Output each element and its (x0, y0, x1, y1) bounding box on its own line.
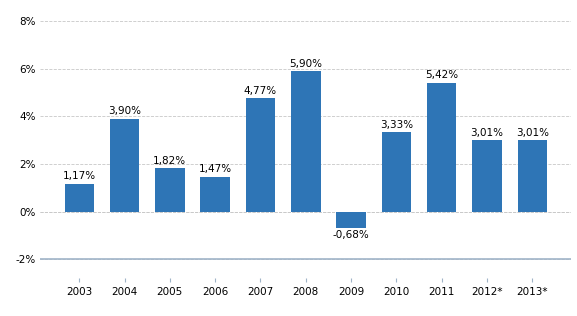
Bar (382, 132, 411, 211)
Bar (110, 119, 139, 211)
Bar (246, 98, 275, 211)
Bar (473, 140, 502, 211)
Text: 5,42%: 5,42% (425, 70, 458, 80)
Text: 4,77%: 4,77% (244, 86, 277, 96)
Bar (65, 184, 94, 211)
Text: 1,82%: 1,82% (153, 156, 186, 166)
Bar (155, 168, 185, 211)
Text: -0,68%: -0,68% (333, 230, 369, 240)
Bar (200, 177, 230, 211)
Bar (336, 211, 366, 228)
Text: 3,01%: 3,01% (516, 128, 549, 137)
Text: 3,90%: 3,90% (108, 106, 141, 116)
Text: 1,17%: 1,17% (63, 171, 96, 181)
Text: 5,90%: 5,90% (289, 59, 323, 69)
Text: 3,01%: 3,01% (471, 128, 504, 137)
Bar (518, 140, 547, 211)
Bar (291, 71, 321, 211)
Text: 1,47%: 1,47% (198, 164, 232, 174)
Text: 3,33%: 3,33% (380, 120, 413, 130)
Bar (427, 83, 456, 211)
